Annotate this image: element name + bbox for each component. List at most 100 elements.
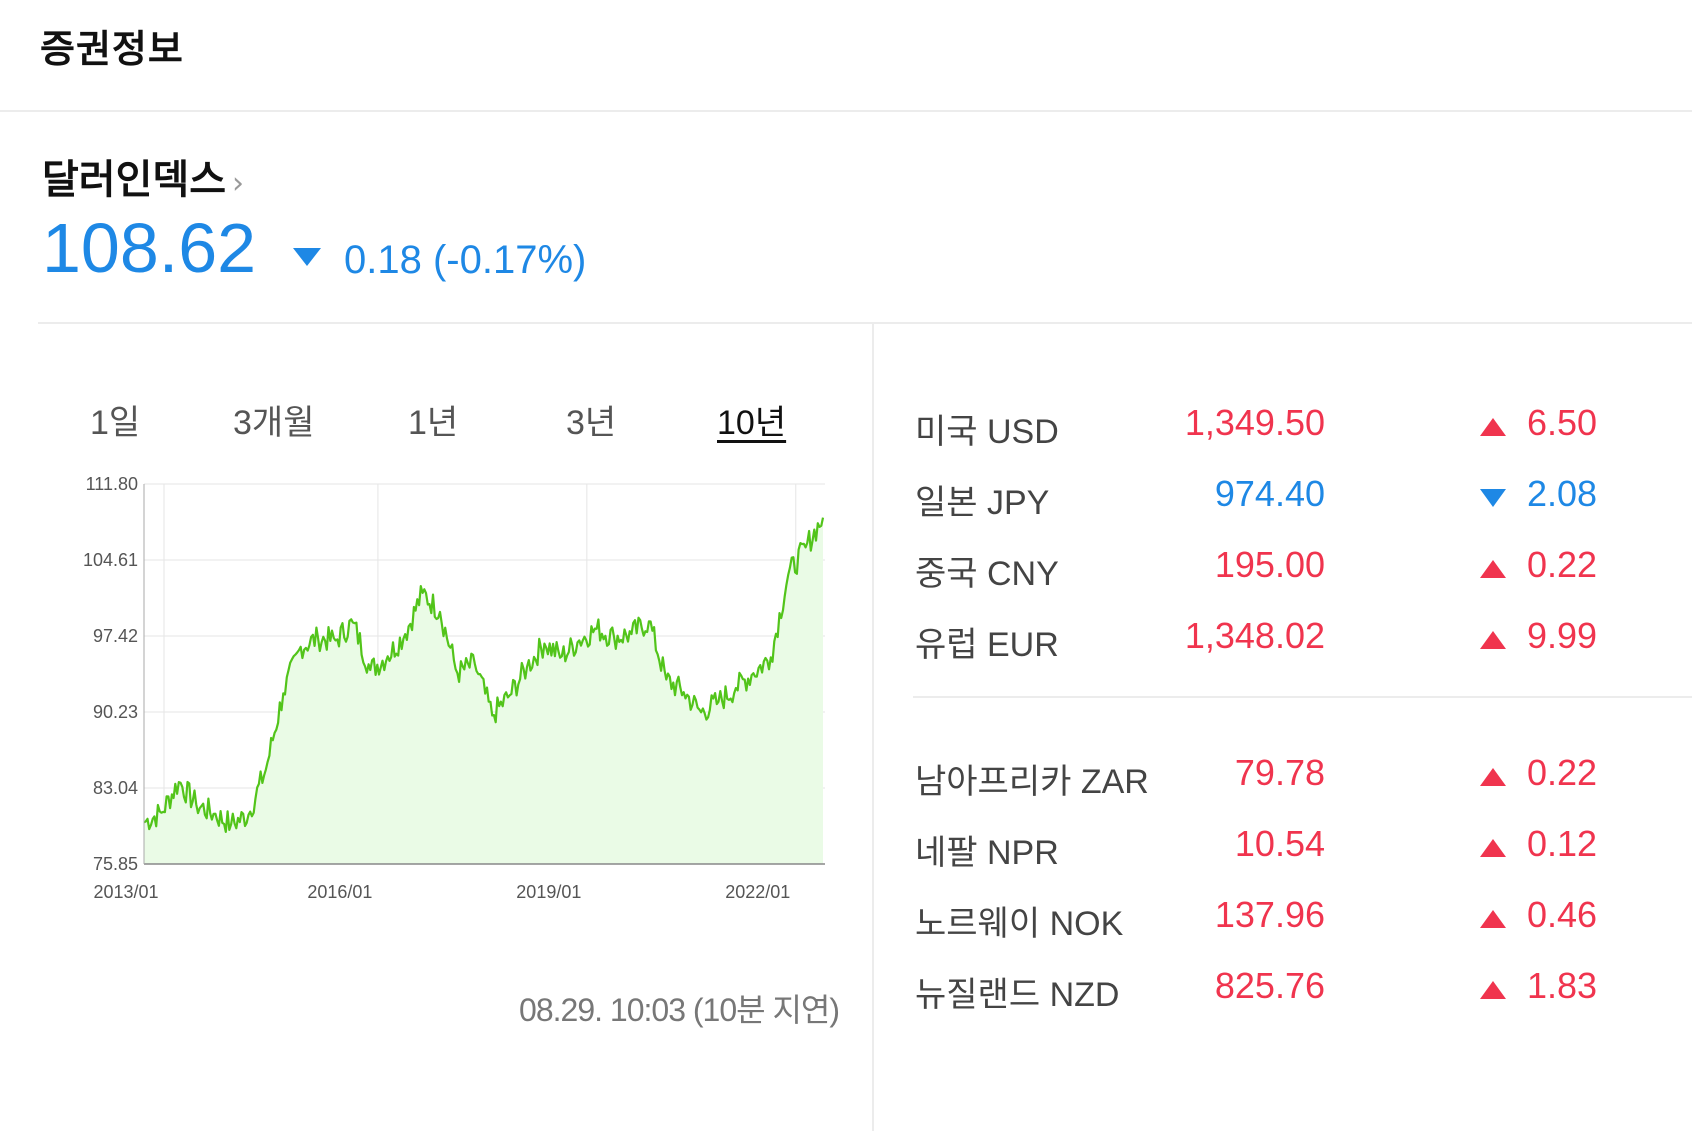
index-value: 108.62: [42, 209, 257, 287]
fx-value: 1,349.50: [1184, 402, 1325, 443]
chart-point: [509, 695, 510, 696]
chart-point: [405, 634, 406, 635]
fx-row-cny[interactable]: 중국 CNY 195.00 0.22: [915, 540, 1605, 596]
chart-point: [753, 673, 754, 674]
page-header: 증권정보: [0, 0, 1692, 112]
up-arrow-icon: [1480, 631, 1506, 649]
down-arrow-icon: [293, 248, 321, 266]
chart-point: [318, 638, 319, 639]
chart-point: [631, 634, 632, 635]
fx-value: 974.40: [1214, 473, 1325, 514]
chart-point: [683, 692, 684, 693]
fx-name: 미국 USD: [915, 413, 1059, 451]
up-arrow-icon: [1480, 768, 1506, 786]
fx-row-npr[interactable]: 네팔 NPR 10.54 0.12: [915, 819, 1605, 875]
fx-row-zar[interactable]: 남아프리카 ZAR 79.78 0.22: [915, 748, 1605, 804]
up-arrow-icon: [1480, 981, 1506, 999]
tab-1y[interactable]: 1년: [408, 404, 459, 442]
fx-change: 0.22: [1527, 752, 1598, 793]
chart-point: [265, 769, 266, 770]
fx-name: 뉴질랜드 NZD: [915, 976, 1120, 1014]
chart-series-line: [143, 517, 825, 833]
fx-group-divider: [913, 696, 1692, 698]
chart-point: [701, 712, 702, 713]
fx-change: 0.22: [1527, 544, 1598, 585]
chart-point: [735, 688, 736, 689]
tab-3m[interactable]: 3개월: [233, 404, 315, 442]
x-tick-label: 2022/01: [725, 882, 790, 902]
fx-change: 9.99: [1527, 615, 1598, 656]
chevron-right-icon: ›: [232, 166, 244, 201]
y-tick-label: 83.04: [93, 778, 138, 798]
fx-change: 0.46: [1527, 894, 1598, 935]
y-tick-label: 104.61: [83, 550, 138, 570]
chart-point: [474, 663, 475, 664]
tab-10y[interactable]: 10년: [717, 404, 787, 442]
vertical-divider: [872, 324, 874, 1131]
y-tick-label: 75.85: [93, 854, 138, 874]
chart-point: [422, 592, 423, 593]
chart-point: [457, 673, 458, 674]
fx-row-eur[interactable]: 유럽 EUR 1,348.02 9.99: [915, 611, 1605, 667]
down-arrow-icon: [1480, 489, 1506, 507]
index-name: 달러인덱스: [42, 157, 226, 203]
fx-row-nzd[interactable]: 뉴질랜드 NZD 825.76 1.83: [915, 961, 1605, 1017]
x-tick-label: 2016/01: [307, 882, 372, 902]
chart-point: [527, 666, 528, 667]
fx-name: 유럽 EUR: [915, 626, 1059, 664]
y-tick-label: 97.42: [93, 626, 138, 646]
chart-point: [492, 715, 493, 716]
chart-point: [387, 656, 388, 657]
fx-name: 남아프리카 ZAR: [915, 763, 1149, 801]
y-tick-label: 90.23: [93, 702, 138, 722]
chart-point: [770, 657, 771, 658]
fx-value: 825.76: [1214, 965, 1325, 1006]
chart-point: [370, 670, 371, 671]
fx-value: 195.00: [1214, 544, 1325, 585]
chart-point: [352, 622, 353, 623]
fx-change: 1.83: [1527, 965, 1598, 1006]
chart-point: [579, 640, 580, 641]
fx-name: 일본 JPY: [915, 484, 1050, 522]
fx-change: 0.12: [1527, 823, 1598, 864]
chart-point: [439, 611, 440, 612]
chart-point: [666, 679, 667, 680]
chart-point: [648, 621, 649, 622]
dollar-index-chart: 111.80 104.61 97.42 90.23 83.04 75.85 2013/01 2…: [83, 474, 825, 902]
tab-1d[interactable]: 1일: [90, 404, 141, 442]
tab-3y[interactable]: 3년: [566, 404, 617, 442]
chart-point: [178, 782, 179, 783]
up-arrow-icon: [1480, 839, 1506, 857]
fx-change: 2.08: [1527, 473, 1598, 514]
chart-point: [335, 640, 336, 641]
index-title-link[interactable]: 달러인덱스 ›: [42, 147, 244, 205]
chart-point: [213, 813, 214, 814]
chart-point: [248, 814, 249, 815]
chart-area-fill: [144, 517, 823, 864]
fx-row-usd[interactable]: 미국 USD 1,349.50 6.50: [915, 398, 1605, 454]
chart-point: [596, 628, 597, 629]
index-change-amount: 0.18: [344, 238, 422, 282]
y-tick-label: 111.80: [86, 474, 138, 494]
index-change-percent: (-0.17%): [432, 238, 587, 282]
chart-point: [718, 701, 719, 702]
chart-point: [196, 804, 197, 805]
x-tick-label: 2019/01: [516, 882, 581, 902]
chart-point: [788, 574, 789, 575]
timestamp: 08.29. 10:03 (10분 지연): [519, 992, 840, 1028]
up-arrow-icon: [1480, 418, 1506, 436]
chart-point: [231, 824, 232, 825]
fx-change: 6.50: [1527, 402, 1598, 443]
chart-point: [614, 637, 615, 638]
fx-row-nok[interactable]: 노르웨이 NOK 137.96 0.46: [915, 890, 1605, 946]
chart-point: [544, 643, 545, 644]
index-change: 0.18 (-0.17%): [344, 238, 586, 283]
fx-name: 네팔 NPR: [915, 834, 1059, 872]
chart-point: [823, 517, 824, 518]
page-title: 증권정보: [40, 27, 184, 71]
chart-point: [283, 693, 284, 694]
period-tabs: 1일 3개월 1년 3년 10년: [60, 395, 820, 445]
fx-name: 중국 CNY: [915, 555, 1059, 593]
chart-point: [300, 646, 301, 647]
fx-row-jpy[interactable]: 일본 JPY 974.40 2.08: [915, 469, 1605, 525]
